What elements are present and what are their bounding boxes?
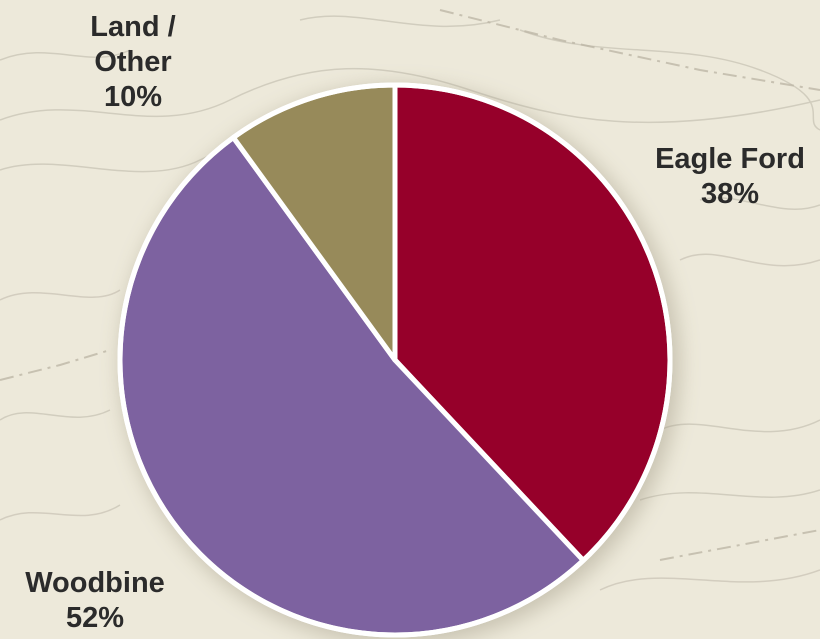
slice-label-text: Woodbine [25,567,165,599]
slice-value-label: 52% [65,602,125,634]
slice-label-text: Other [94,46,172,78]
slice-label-eagle-ford: Eagle Ford 38% [640,142,820,212]
slice-label-woodbine: Woodbine 52% [0,566,190,636]
map-boundary-lines [0,9,820,561]
slice-label-text: Land / [90,11,176,43]
slice-label-text: Eagle Ford [655,143,805,175]
slice-label-land-other: Land / Other 10% [58,10,208,115]
slice-value-label: 38% [700,178,760,210]
slice-value-label: 10% [103,81,163,113]
pie-outline [117,82,673,638]
pie-slices [117,82,673,638]
